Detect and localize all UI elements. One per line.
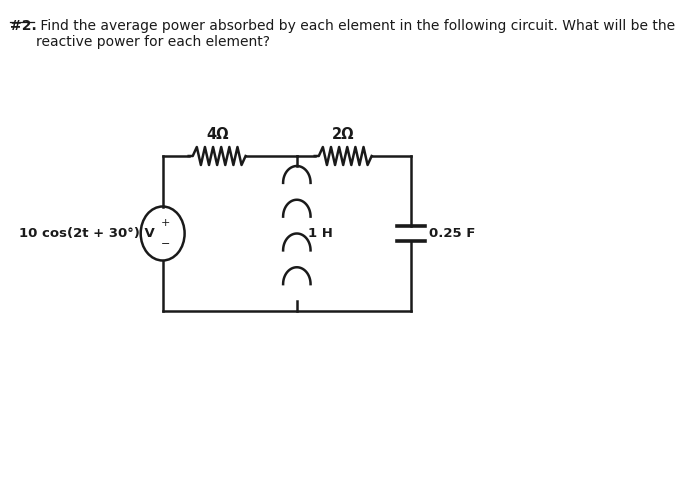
Text: #2.: #2. [10, 19, 36, 33]
Text: 10 cos(2t + 30°) V: 10 cos(2t + 30°) V [19, 227, 155, 240]
Text: 0.25 F: 0.25 F [428, 227, 475, 240]
Text: −: − [160, 239, 170, 248]
Text: +: + [160, 218, 170, 228]
Text: 1 H: 1 H [308, 227, 333, 240]
Text: 2Ω: 2Ω [332, 127, 354, 142]
Text: Find the average power absorbed by each element in the following circuit. What w: Find the average power absorbed by each … [36, 19, 675, 49]
Text: 4Ω: 4Ω [206, 127, 228, 142]
